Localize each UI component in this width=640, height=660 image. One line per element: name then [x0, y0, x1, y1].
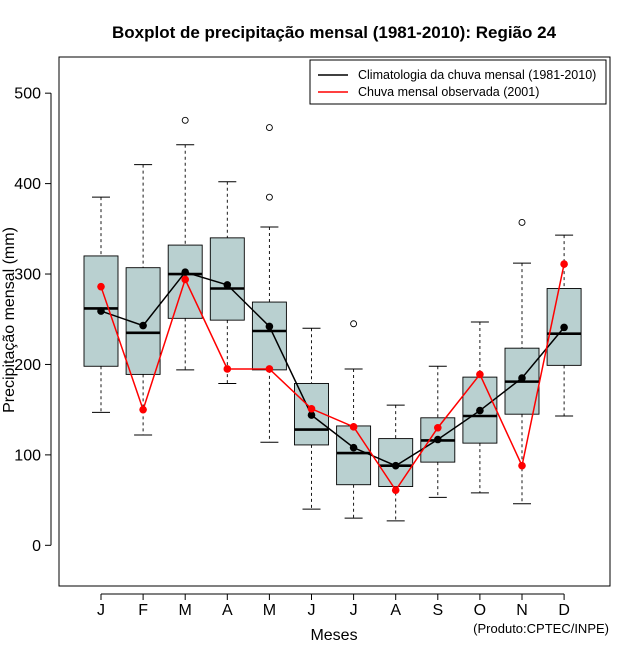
series-point-climatology — [307, 411, 316, 419]
iqr-box — [209, 237, 245, 321]
series-line-observed — [100, 263, 565, 492]
series-point-observed — [265, 365, 274, 373]
box-M — [251, 124, 287, 443]
x-axis-label: Meses — [310, 627, 357, 644]
box-J — [83, 196, 119, 413]
series-point-observed — [97, 282, 105, 291]
x-tick-label: F — [138, 602, 148, 619]
chart-title: Boxplot de precipitação mensal (1981-201… — [112, 23, 557, 42]
y-tick-label: 200 — [14, 357, 41, 374]
series-point-observed — [434, 423, 442, 432]
y-tick-label: 400 — [14, 176, 41, 193]
series-point-observed — [518, 461, 526, 470]
x-tick-label: A — [222, 602, 233, 619]
legend-box — [309, 59, 607, 105]
iqr-box — [336, 425, 372, 486]
series-point-observed — [476, 370, 484, 379]
box-F — [125, 164, 161, 436]
series-point-observed — [391, 486, 400, 494]
x-tick-label: M — [179, 602, 192, 619]
outlier-point — [265, 124, 273, 131]
x-tick-label: N — [516, 602, 528, 619]
x-tick-label: J — [350, 602, 358, 619]
series-point-climatology — [560, 323, 568, 332]
y-tick-label: 300 — [14, 267, 41, 284]
x-tick-label: J — [308, 602, 316, 619]
y-axis: 0 100 200 300 400 500 — [14, 86, 52, 555]
y-axis-label: Precipitação mensal (mm) — [1, 227, 18, 413]
series-point-climatology — [97, 307, 105, 315]
outlier-point — [181, 116, 189, 124]
series-group — [97, 260, 568, 494]
legend: Climatologia da chuva mensal (1981-2010)… — [309, 59, 607, 105]
series-point-observed — [139, 405, 147, 414]
series-point-climatology — [139, 321, 147, 330]
x-tick-label: S — [432, 602, 443, 619]
series-point-climatology — [434, 435, 442, 444]
series-point-climatology — [518, 374, 526, 382]
boxes-group — [83, 116, 582, 522]
series-point-climatology — [223, 281, 232, 289]
outlier-point — [518, 219, 526, 226]
legend-label-climatology: Climatologia da chuva mensal (1981-2010) — [358, 68, 596, 82]
series-point-climatology — [476, 406, 484, 415]
series-point-observed — [181, 275, 189, 284]
series-point-observed — [223, 365, 232, 373]
outlier-point — [265, 193, 273, 201]
plot-frame — [58, 56, 611, 587]
y-tick-label: 500 — [14, 86, 41, 103]
box-J — [336, 320, 372, 519]
x-tick-label: A — [390, 602, 401, 619]
box-N — [504, 219, 540, 505]
y-tick-label: 0 — [32, 538, 41, 555]
box-M — [167, 116, 203, 371]
x-tick-label: M — [263, 602, 276, 619]
box-A — [209, 181, 245, 384]
iqr-box — [251, 301, 287, 371]
series-point-climatology — [391, 461, 400, 470]
series-line-climatology — [100, 271, 565, 467]
series-point-climatology — [181, 268, 189, 277]
series-point-observed — [560, 260, 568, 268]
outlier-point — [350, 320, 358, 328]
series-point-climatology — [265, 322, 274, 331]
y-tick-label: 100 — [14, 447, 41, 464]
x-tick-label: J — [97, 602, 105, 619]
series-point-observed — [307, 404, 316, 413]
series-point-observed — [349, 423, 358, 431]
x-tick-label: O — [474, 602, 486, 619]
series-point-climatology — [349, 443, 358, 452]
x-tick-label: D — [558, 602, 570, 619]
legend-label-observed: Chuva mensal observada (2001) — [358, 85, 539, 99]
product-credit: (Produto:CPTEC/INPE) — [473, 621, 609, 636]
